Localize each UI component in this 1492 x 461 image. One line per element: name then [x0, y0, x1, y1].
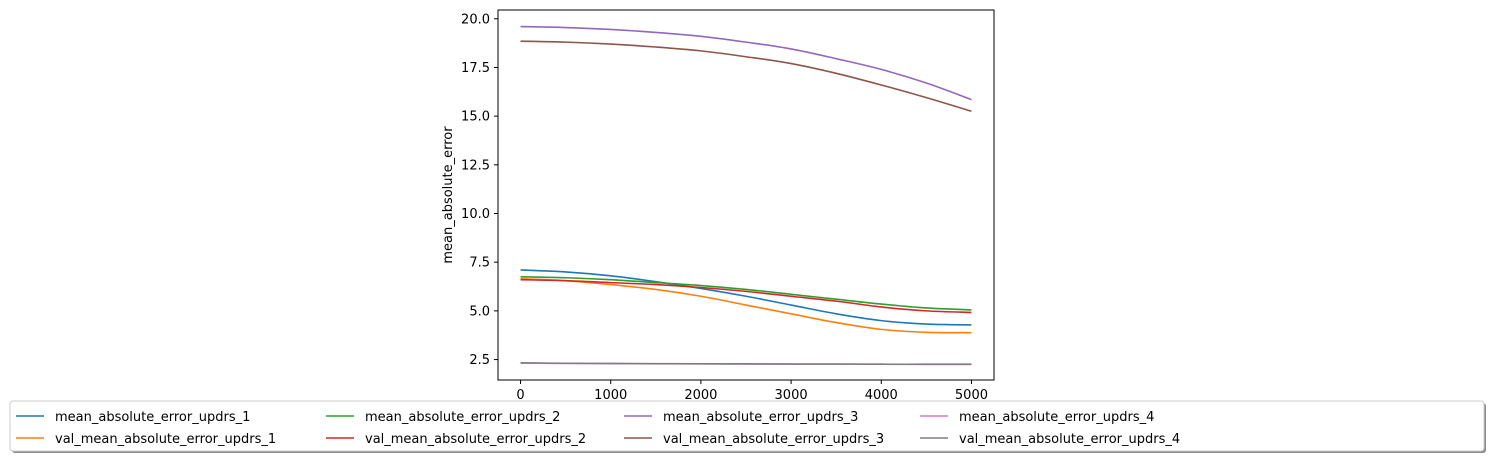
series-line-1 — [520, 269, 972, 326]
legend-entry-label: val_mean_absolute_error_updrs_3 — [663, 432, 884, 447]
legend-entry-label: mean_absolute_error_updrs_2 — [365, 410, 560, 425]
legend: mean_absolute_error_updrs_1 val_mean_abso… — [9, 400, 1486, 453]
x-axis: 0 1000 2000 3000 4000 5000 — [516, 380, 988, 403]
x-tick-label: 4000 — [865, 388, 898, 403]
y-tick-label: 2.5 — [469, 353, 490, 368]
series-line-8 — [520, 362, 972, 366]
x-tick-label: 3000 — [775, 388, 808, 403]
legend-entry-label: mean_absolute_error_updrs_4 — [959, 410, 1154, 425]
x-tick-label: 1000 — [594, 388, 627, 403]
y-tick-label: 12.5 — [461, 158, 490, 173]
plot-frame — [497, 9, 995, 381]
series-line-3 — [520, 275, 972, 311]
legend-box — [9, 400, 1485, 452]
legend-entry-label: val_mean_absolute_error_updrs_2 — [365, 432, 586, 447]
legend-entry-label: val_mean_absolute_error_updrs_1 — [55, 432, 276, 447]
y-tick-label: 10.0 — [461, 207, 490, 222]
legend-entry-label: val_mean_absolute_error_updrs_4 — [959, 432, 1180, 447]
y-tick-label: 17.5 — [461, 61, 490, 76]
plot-lines — [520, 25, 972, 366]
series-line-4 — [520, 278, 972, 314]
y-tick-label: 20.0 — [461, 12, 490, 27]
legend-entry-label: mean_absolute_error_updrs_3 — [663, 410, 858, 425]
x-tick-label: 5000 — [955, 388, 988, 403]
y-axis: 2.5 5.0 7.5 10.0 12.5 15.0 17.5 20.0 — [461, 12, 498, 368]
y-tick-label: 15.0 — [461, 110, 490, 125]
x-tick-label: 2000 — [684, 388, 717, 403]
legend-entry-label: mean_absolute_error_updrs_1 — [55, 410, 250, 425]
series-line-2 — [520, 277, 972, 334]
series-line-5 — [520, 25, 972, 101]
x-tick-label: 0 — [516, 388, 524, 403]
y-tick-label: 7.5 — [469, 256, 490, 271]
y-tick-label: 5.0 — [469, 304, 490, 319]
series-line-6 — [520, 40, 972, 113]
y-axis-label: mean_absolute_error — [441, 126, 456, 264]
